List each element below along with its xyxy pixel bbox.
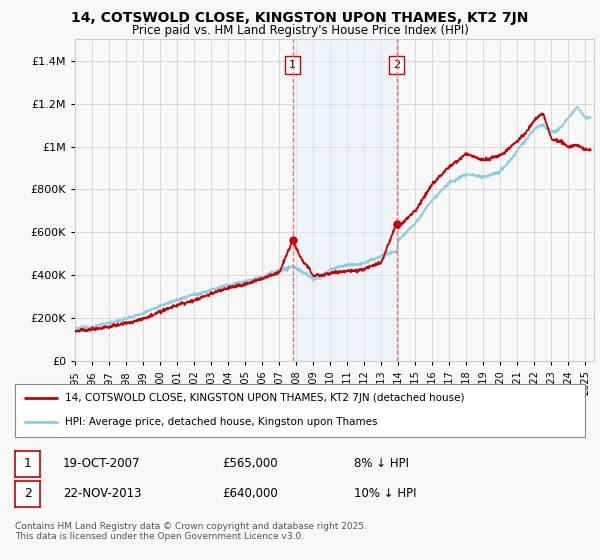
Text: Contains HM Land Registry data © Crown copyright and database right 2025.
This d: Contains HM Land Registry data © Crown c… [15,522,367,542]
Text: £565,000: £565,000 [222,457,278,470]
Bar [293,39,397,361]
Text: £640,000: £640,000 [222,487,278,501]
Text: 1: 1 [289,60,296,70]
Text: 2: 2 [393,60,400,70]
Text: 22-NOV-2013: 22-NOV-2013 [63,487,142,501]
Text: 1: 1 [23,457,32,470]
Text: 10% ↓ HPI: 10% ↓ HPI [354,487,416,501]
Text: 19-OCT-2007: 19-OCT-2007 [63,457,140,470]
Text: 8% ↓ HPI: 8% ↓ HPI [354,457,409,470]
Text: 14, COTSWOLD CLOSE, KINGSTON UPON THAMES, KT2 7JN: 14, COTSWOLD CLOSE, KINGSTON UPON THAMES… [71,11,529,25]
Text: Price paid vs. HM Land Registry's House Price Index (HPI): Price paid vs. HM Land Registry's House … [131,24,469,36]
Text: 14, COTSWOLD CLOSE, KINGSTON UPON THAMES, KT2 7JN (detached house): 14, COTSWOLD CLOSE, KINGSTON UPON THAMES… [65,393,464,403]
Text: 2: 2 [23,487,32,501]
Text: HPI: Average price, detached house, Kingston upon Thames: HPI: Average price, detached house, King… [65,417,377,427]
